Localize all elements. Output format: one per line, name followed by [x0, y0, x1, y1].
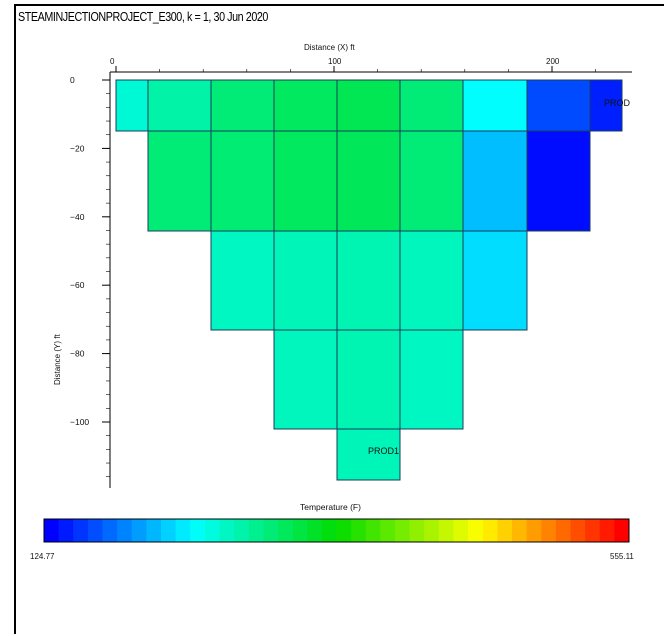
- grid-cell: [462, 230, 528, 331]
- colorbar-swatch: [570, 519, 586, 542]
- colorbar-swatch: [58, 519, 74, 542]
- colorbar-swatch: [175, 519, 191, 542]
- well-labels: PROD PROD1: [368, 98, 631, 456]
- well-label: PROD: [604, 98, 631, 108]
- colorbar-swatch: [336, 519, 352, 542]
- grid-cell: [147, 79, 212, 132]
- grid-cell: [589, 79, 623, 132]
- y-tick-label: −100: [70, 417, 89, 427]
- colorbar-swatch: [395, 519, 411, 542]
- grid-cell: [336, 230, 401, 331]
- y-tick-label: −20: [70, 143, 85, 153]
- grid-cell: [273, 130, 338, 232]
- colorbar-swatch: [117, 519, 133, 542]
- colorbar-border: [43, 518, 630, 543]
- y-tick-label: −40: [70, 212, 85, 222]
- grid-cells: [115, 79, 623, 481]
- grid-cell: [210, 130, 275, 232]
- colorbar-swatch: [146, 519, 162, 542]
- colorbar-swatch: [234, 519, 250, 542]
- colorbar-swatch: [278, 519, 294, 542]
- colorbar-swatch: [204, 519, 220, 542]
- colorbar-swatch: [482, 519, 498, 542]
- grid-cell: [210, 230, 275, 331]
- grid-cell: [336, 79, 401, 132]
- y-axis-ticks: 0 −20 −40 −60 −80 −100: [70, 75, 110, 478]
- colorbar-swatch: [409, 519, 425, 542]
- colorbar-swatch: [599, 519, 615, 542]
- colorbar-swatch: [541, 519, 557, 542]
- colorbar-swatch: [351, 519, 367, 542]
- colorbar-swatch: [307, 519, 323, 542]
- colorbar-swatch: [424, 519, 440, 542]
- y-tick-label: 0: [70, 75, 75, 85]
- x-tick-label: 200: [546, 57, 560, 66]
- colorbar-swatch: [365, 519, 381, 542]
- y-tick-label: −80: [70, 349, 85, 359]
- colorbar-swatch: [219, 519, 235, 542]
- colorbar-swatch: [131, 519, 147, 542]
- grid-cell: [336, 130, 401, 232]
- grid-cell: [273, 230, 338, 331]
- colorbar-swatch: [292, 519, 308, 542]
- grid-cell: [336, 428, 401, 481]
- grid-cell: [273, 329, 338, 430]
- colorbar-swatch: [190, 519, 206, 542]
- grid-cell: [147, 130, 212, 232]
- grid-cell: [526, 130, 591, 232]
- colorbar-swatch: [526, 519, 542, 542]
- x-axis-label: Distance (X) ft: [304, 43, 355, 52]
- colorbar-swatch: [248, 519, 264, 542]
- colorbar-swatch: [87, 519, 103, 542]
- plot-title: STEAMINJECTIONPROJECT_E300, k = 1, 30 Ju…: [18, 10, 268, 24]
- colorbar-title: Temperature (F): [300, 502, 361, 512]
- grid-cell: [526, 79, 591, 132]
- colorbar-swatch: [585, 519, 601, 542]
- colorbar-swatch: [438, 519, 454, 542]
- well-label: PROD1: [368, 446, 399, 456]
- colorbar-swatch: [263, 519, 279, 542]
- grid-cell: [210, 79, 275, 132]
- grid-cell: [115, 79, 149, 132]
- grid-cell: [336, 329, 401, 430]
- grid-cell: [462, 79, 528, 132]
- colorbar-swatch: [614, 519, 630, 542]
- colorbar-swatch: [161, 519, 177, 542]
- y-tick-label: −60: [70, 280, 85, 290]
- grid-cell: [399, 329, 464, 430]
- colorbar-swatch: [321, 519, 337, 542]
- colorbar-swatch: [555, 519, 571, 542]
- x-tick-label: 0: [110, 57, 115, 66]
- plot-frame: [14, 4, 664, 634]
- colorbar-max-label: 555.11: [610, 552, 634, 561]
- x-tick-label: 100: [328, 57, 342, 66]
- grid-cell: [399, 130, 464, 232]
- colorbar-min-label: 124.77: [30, 552, 55, 561]
- colorbar-swatch: [73, 519, 89, 542]
- grid-cell: [273, 79, 338, 132]
- colorbar-swatch: [453, 519, 469, 542]
- grid-cell: [399, 79, 464, 132]
- colorbar-swatch: [497, 519, 513, 542]
- colorbar-swatch: [380, 519, 396, 542]
- colorbar-swatch: [44, 519, 60, 542]
- colorbar-swatch: [512, 519, 528, 542]
- grid-cell: [462, 130, 528, 232]
- colorbar-swatch: [102, 519, 118, 542]
- grid-cell: [399, 230, 464, 331]
- colorbar-swatch: [468, 519, 484, 542]
- temperature-colorbar: [43, 518, 630, 543]
- x-axis-ticks: 0 100 200: [110, 57, 596, 72]
- y-axis-label: Distance (Y) ft: [53, 334, 62, 385]
